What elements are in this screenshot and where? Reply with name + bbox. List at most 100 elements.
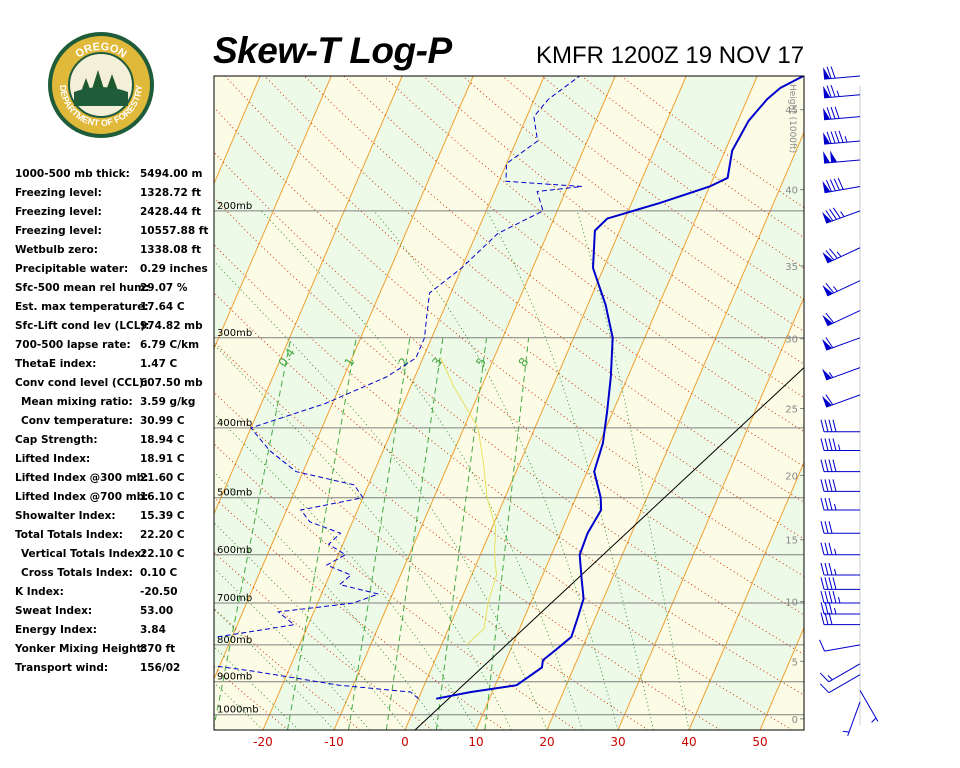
- skewt-grid: 0.4 1 2 3 5 8200mb300mb400mb500mb600mb700mb80…: [0, 76, 804, 730]
- index-row: Transport wind: 156/02: [15, 662, 215, 681]
- wind-barb: [820, 521, 860, 534]
- wind-barb-half: [828, 372, 834, 378]
- parcel-line: [440, 357, 498, 646]
- wind-barb-flag: [819, 639, 826, 652]
- wind-barb-flag: [828, 590, 833, 604]
- wind-barb-flag: [832, 479, 837, 492]
- index-label: Vertical Totals Index:: [21, 548, 146, 560]
- wind-barb-flag: [832, 207, 841, 219]
- index-row: ThetaE index: 1.47 C: [15, 358, 215, 377]
- index-value: 870 ft: [140, 643, 176, 655]
- wind-barb-flag: [829, 208, 837, 220]
- wind-barb-staff: [826, 210, 861, 224]
- wind-barb-flag: [824, 562, 829, 576]
- wind-barb-half: [842, 730, 850, 733]
- wind-barb-flag: [834, 130, 840, 143]
- wind-barb-flag: [824, 612, 829, 625]
- wind-barb-flag: [826, 85, 832, 98]
- wind-barb-flag: [825, 394, 834, 406]
- index-label: Transport wind:: [15, 662, 109, 674]
- wind-barb-pennant: [822, 252, 833, 263]
- index-value: 1328.72 ft: [140, 187, 202, 199]
- moist-adiabat: [214, 646, 299, 730]
- temperature-band: [0, 76, 47, 730]
- index-label: Cross Totals Index:: [21, 567, 133, 579]
- isotherm: [214, 76, 403, 515]
- wind-barb-half: [834, 548, 837, 555]
- x-tick-label: 0: [401, 735, 409, 749]
- index-value: 18.94 C: [140, 434, 185, 446]
- wind-barb-pennant: [822, 180, 831, 193]
- height-tick-label: 35: [785, 262, 798, 273]
- wind-barb-half: [836, 251, 842, 257]
- index-row: Conv cond level (CCL): 607.50 mb: [15, 377, 215, 396]
- index-row: Mean mixing ratio: 3.59 g/kg: [15, 396, 215, 415]
- wind-barb-flag: [828, 459, 833, 472]
- height-tick-label: 30: [785, 335, 798, 346]
- index-row: Yonker Mixing Height: 870 ft: [15, 643, 215, 662]
- wind-barb-pennant: [822, 285, 833, 296]
- index-label: 700-500 lapse rate:: [15, 339, 131, 351]
- x-tick-label: -10: [324, 735, 344, 749]
- index-row: Showalter Index: 15.39 C: [15, 510, 215, 529]
- wind-barb: [859, 690, 879, 723]
- index-label: Cap Strength:: [15, 434, 98, 446]
- index-row: Est. max temperature: 17.64 C: [15, 301, 215, 320]
- index-value: 6.79 C/km: [140, 339, 200, 351]
- wind-barb-flag: [825, 210, 834, 222]
- wind-barb-staff: [826, 394, 861, 408]
- wind-barb: [819, 674, 861, 694]
- index-label: Energy Index:: [15, 624, 97, 636]
- isobar-label: 500mb: [217, 488, 252, 499]
- isobar-label: 400mb: [217, 418, 252, 429]
- isobar-label: 700mb: [217, 593, 252, 604]
- index-label: Freezing level:: [15, 225, 102, 237]
- isotherm: [0, 76, 118, 730]
- wind-barb-flag: [820, 479, 825, 492]
- wind-barb-flag: [832, 419, 837, 432]
- wind-barb: [820, 612, 860, 626]
- temperature-band: [0, 76, 189, 730]
- wind-barb-flag: [820, 459, 825, 472]
- index-label: Sweat Index:: [15, 605, 93, 617]
- wind-barb-flag: [820, 521, 825, 534]
- wind-barb-flag: [824, 497, 829, 511]
- wind-barb: [820, 542, 860, 556]
- wind-barb-flag: [826, 131, 832, 144]
- index-row: Energy Index: 3.84: [15, 624, 215, 643]
- isobar-label: 900mb: [217, 672, 252, 683]
- wind-barb-flag: [828, 438, 833, 451]
- wind-barb: [823, 85, 861, 99]
- index-label: K Index:: [15, 586, 64, 598]
- moist-adiabat: [214, 260, 548, 730]
- wind-barb-half: [838, 596, 841, 604]
- wind-barb-staff: [824, 185, 861, 194]
- wind-barb-flag: [828, 521, 833, 534]
- index-label: Showalter Index:: [15, 510, 116, 522]
- wind-barb-half: [834, 607, 837, 615]
- isotherm: [0, 76, 47, 730]
- wind-barb: [822, 207, 861, 224]
- index-row: Conv temperature: 30.99 C: [15, 415, 215, 434]
- index-label: Wetbulb zero:: [15, 244, 98, 256]
- wind-barb: [820, 590, 860, 604]
- wind-barb-flag: [819, 672, 830, 683]
- mixing-ratio-line: [435, 337, 487, 730]
- isobar-label: 300mb: [217, 328, 252, 339]
- wind-barb-flag: [828, 419, 833, 432]
- height-tick-label: 45: [785, 106, 798, 117]
- wind-barb-flag: [828, 577, 833, 590]
- wind-barb-staff: [828, 663, 861, 683]
- wind-barb: [822, 394, 861, 408]
- index-value: 3.59 g/kg: [140, 396, 196, 408]
- wind-barb-flag: [826, 66, 832, 79]
- wind-barb-flag: [828, 497, 833, 511]
- isobar-label: 600mb: [217, 545, 252, 556]
- wind-barb-flag: [832, 577, 837, 590]
- wind-barb-flag: [825, 283, 835, 294]
- wind-barb: [822, 177, 861, 194]
- wind-barb-flag: [832, 590, 837, 604]
- wind-barb-flag: [826, 107, 832, 120]
- wind-barb-flag: [824, 590, 829, 604]
- wind-barb: [823, 66, 861, 80]
